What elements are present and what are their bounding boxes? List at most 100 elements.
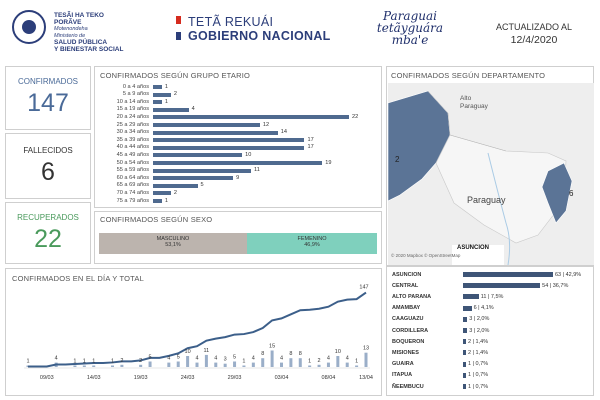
map-label-asuncion: ASUNCION (457, 245, 490, 251)
daily-bar[interactable] (336, 356, 340, 367)
department-bar[interactable] (463, 305, 472, 311)
age-bar[interactable] (153, 168, 251, 173)
department-label: ALTO PARANA (392, 293, 432, 300)
daily-value-label: 11 (204, 348, 210, 354)
daily-value-label: 4 (167, 356, 170, 362)
age-bar[interactable] (153, 138, 305, 143)
total-line[interactable] (28, 291, 367, 368)
daily-bar[interactable] (251, 362, 255, 367)
daily-value-label: 2 (139, 358, 142, 364)
recovered-card[interactable]: RECUPERADOS 22 (5, 202, 91, 264)
daily-bar[interactable] (111, 365, 114, 368)
deaths-label: FALLECIDOS (23, 146, 73, 155)
age-bar[interactable] (153, 100, 162, 105)
age-bar-value: 17 (307, 144, 314, 151)
age-bar[interactable] (153, 191, 171, 196)
confirmed-label: CONFIRMADOS (18, 77, 78, 86)
daily-value-label: 5 (177, 355, 180, 361)
daily-bar[interactable] (289, 358, 293, 367)
confirmed-card[interactable]: CONFIRMADOS 147 (5, 66, 91, 130)
deaths-card[interactable]: FALLECIDOS 6 (5, 133, 91, 199)
daily-bar[interactable] (92, 365, 96, 368)
ministry-line-5: SALUD PÚBLICA (54, 39, 108, 46)
department-value: 1 | 0,7% (468, 383, 489, 390)
department-bar[interactable] (463, 372, 466, 378)
age-bar[interactable] (153, 176, 234, 181)
daily-bar[interactable] (308, 365, 312, 368)
age-bar-value: 17 (307, 136, 314, 143)
daily-bar[interactable] (148, 361, 152, 368)
daily-bar[interactable] (280, 362, 283, 367)
age-bar[interactable] (153, 153, 243, 158)
daily-bar[interactable] (120, 364, 124, 367)
department-map-panel: CONFIRMADOS SEGÚN DEPARTAMENTO Alto Para… (386, 66, 594, 266)
age-group-panel: CONFIRMADOS SEGÚN GRUPO ETARIO 0 a 4 año… (94, 66, 382, 208)
recovered-value: 22 (34, 225, 62, 253)
daily-bar[interactable] (298, 358, 302, 367)
male-segment[interactable]: MASCULINO 53,1% (99, 233, 247, 254)
update-info: ACTUALIZADO AL 12/4/2020 (484, 22, 584, 46)
age-bar[interactable] (153, 145, 305, 150)
x-tick-label: 08/04 (322, 375, 336, 381)
age-bar[interactable] (153, 107, 189, 112)
daily-bar[interactable] (204, 354, 208, 367)
daily-bar[interactable] (261, 358, 265, 367)
age-bar[interactable] (153, 183, 198, 188)
daily-bar[interactable] (345, 362, 349, 367)
department-bar[interactable] (463, 283, 541, 289)
brand-line-1: Paraguai (383, 9, 437, 23)
age-bar-value: 5 (200, 182, 204, 189)
age-bar[interactable] (153, 123, 260, 127)
age-bar[interactable] (153, 130, 278, 135)
department-bar[interactable] (463, 339, 466, 345)
female-segment[interactable]: FEMENINO 46,9% (247, 233, 377, 254)
daily-bar[interactable] (317, 364, 321, 367)
age-bar[interactable] (153, 199, 162, 203)
ministry-line-4: Ministerio de (54, 32, 86, 39)
ministry-seal-icon (12, 10, 46, 44)
department-bar[interactable] (463, 294, 479, 300)
daily-bar[interactable] (186, 356, 190, 367)
department-bar[interactable] (463, 272, 553, 277)
daily-bar[interactable] (270, 350, 274, 368)
daily-bar[interactable] (364, 352, 368, 367)
ministry-line-3: Motenondeha (54, 26, 88, 32)
age-bar[interactable] (153, 92, 171, 97)
age-bar[interactable] (153, 85, 162, 89)
daily-bar[interactable] (195, 362, 199, 367)
daily-bar[interactable] (139, 364, 143, 367)
department-bar[interactable] (463, 328, 468, 333)
department-map[interactable] (388, 83, 594, 265)
department-value: 2 | 1,4% (468, 349, 489, 356)
daily-bar[interactable] (214, 362, 218, 367)
daily-value-label: 15 (269, 344, 275, 350)
daily-bar[interactable] (167, 362, 171, 367)
age-bar[interactable] (153, 161, 323, 165)
department-label: ITAPUA (392, 372, 413, 379)
daily-bar[interactable] (176, 361, 180, 368)
map-count-west: 2 (395, 155, 400, 164)
daily-value-label: 4 (214, 356, 217, 362)
daily-bar[interactable] (223, 363, 227, 367)
daily-bar[interactable] (355, 365, 359, 368)
daily-bar[interactable] (326, 362, 330, 367)
daily-bar[interactable] (82, 365, 86, 368)
daily-bar[interactable] (73, 365, 77, 368)
daily-bar[interactable] (242, 365, 246, 368)
age-bar[interactable] (153, 115, 349, 120)
x-tick-label: 19/03 (134, 375, 148, 381)
department-bar[interactable] (463, 316, 468, 322)
department-bar[interactable] (463, 361, 466, 367)
department-bar[interactable] (463, 350, 466, 356)
daily-value-label: 1 (355, 359, 358, 365)
department-bar[interactable] (463, 384, 466, 389)
department-label: MISIONES (392, 349, 419, 356)
header: TESÃI HA TEKO PORÃVE Motenondeha Ministe… (0, 0, 600, 62)
gov-line-1: TETÃ REKUÁI (188, 15, 274, 29)
daily-value-label: 1 (92, 359, 95, 365)
daily-bar[interactable] (233, 361, 237, 368)
daily-value-label: 4 (55, 356, 58, 362)
daily-value-label: 5 (149, 355, 152, 361)
department-value: 54 | 36,7% (542, 282, 569, 289)
